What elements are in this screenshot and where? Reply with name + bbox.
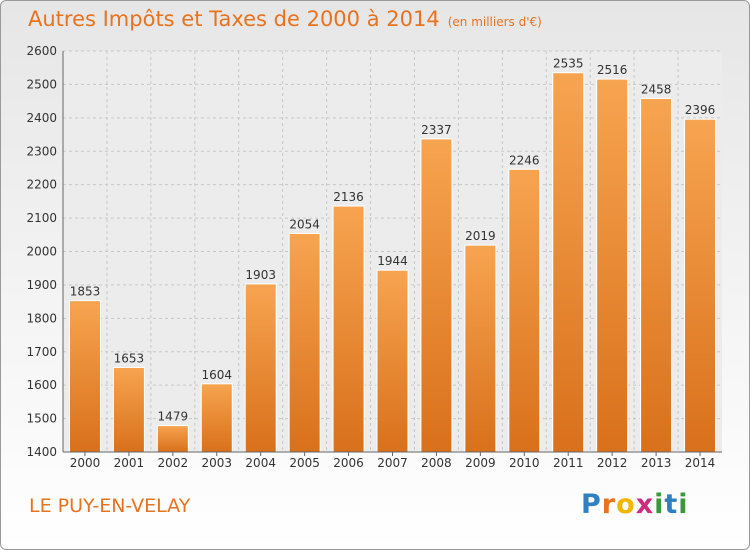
- bar-2003: [200, 383, 233, 453]
- value-label-2008: 2337: [421, 123, 452, 137]
- y-tick-label: 2600: [26, 44, 57, 58]
- x-tick-label-2005: 2005: [289, 456, 320, 470]
- x-tick-label-2014: 2014: [685, 456, 716, 470]
- x-tick-label-2007: 2007: [377, 456, 408, 470]
- value-label-2010: 2246: [509, 153, 540, 167]
- chart-title-text: Autres Impôts et Taxes de 2000 à 2014: [28, 7, 440, 31]
- y-tick-label: 1900: [26, 278, 57, 292]
- bar-2009: [464, 244, 497, 453]
- x-tick-label-2003: 2003: [201, 456, 232, 470]
- bars-layer: 1853 1653 1479 1604 1903 2054 2136 1944 2337 2019…: [68, 57, 717, 453]
- y-tick-label: 2400: [26, 111, 57, 125]
- value-label-2013: 2458: [641, 82, 672, 96]
- logo-letter: t: [664, 489, 679, 520]
- value-label-2000: 1853: [70, 285, 101, 299]
- x-tick-label-2011: 2011: [553, 456, 584, 470]
- x-tick-label-2010: 2010: [509, 456, 540, 470]
- x-tick-label-2000: 2000: [70, 456, 101, 470]
- value-label-2003: 1604: [201, 368, 232, 382]
- y-tick-label: 2000: [26, 245, 57, 259]
- x-tick-label-2013: 2013: [641, 456, 672, 470]
- logo-letter: P: [581, 489, 602, 520]
- y-tick-label: 2300: [26, 144, 57, 158]
- bar-2000: [68, 300, 101, 453]
- bar-2013: [640, 97, 673, 453]
- bar-2006: [332, 205, 365, 453]
- bar-2007: [376, 269, 409, 453]
- bar-2002: [156, 425, 189, 453]
- value-label-2007: 1944: [377, 254, 408, 268]
- x-tick-label-2002: 2002: [158, 456, 189, 470]
- y-tick-label: 2200: [26, 178, 57, 192]
- value-label-2012: 2516: [597, 63, 628, 77]
- logo-letter: r: [601, 489, 617, 520]
- bar-2012: [596, 78, 629, 453]
- axis-layer: 1400 1500 1600 1700 1800 1900 2000 2100 2200 2300…: [26, 44, 722, 470]
- town-name: LE PUY-EN-VELAY: [29, 495, 191, 517]
- logo-letter: i: [654, 489, 665, 520]
- x-tick-label-2009: 2009: [465, 456, 496, 470]
- x-tick-label-2012: 2012: [597, 456, 628, 470]
- x-tick-label-2004: 2004: [245, 456, 276, 470]
- logo-letter: x: [635, 489, 655, 520]
- value-label-2002: 1479: [158, 410, 189, 424]
- y-tick-label: 1500: [26, 412, 57, 426]
- value-label-2009: 2019: [465, 229, 496, 243]
- value-label-2014: 2396: [685, 103, 716, 117]
- y-tick-label: 1800: [26, 311, 57, 325]
- bar-2008: [420, 138, 453, 453]
- value-label-2006: 2136: [333, 190, 364, 204]
- x-tick-label-2006: 2006: [333, 456, 364, 470]
- y-tick-label: 2100: [26, 211, 57, 225]
- chart-title: Autres Impôts et Taxes de 2000 à 2014 (en…: [28, 7, 542, 31]
- bar-2010: [508, 168, 541, 453]
- y-tick-label: 1700: [26, 345, 57, 359]
- bar-2004: [244, 283, 277, 453]
- x-tick-label-2008: 2008: [421, 456, 452, 470]
- y-tick-label: 1400: [26, 445, 57, 459]
- bar-2001: [112, 366, 145, 453]
- value-label-2011: 2535: [553, 57, 584, 71]
- bar-2005: [288, 232, 321, 453]
- bar-2014: [684, 118, 717, 453]
- value-label-2005: 2054: [289, 217, 320, 231]
- bar-2011: [552, 72, 585, 453]
- value-label-2001: 1653: [114, 351, 145, 365]
- chart-subtitle: (en milliers d'€): [447, 15, 542, 29]
- value-label-2004: 1903: [245, 268, 276, 282]
- proxiti-logo: Proxiti: [581, 489, 689, 520]
- logo-letter: o: [616, 489, 636, 520]
- y-tick-label: 2500: [26, 77, 57, 91]
- logo-letter: i: [678, 489, 689, 520]
- x-tick-label-2001: 2001: [114, 456, 145, 470]
- y-tick-label: 1600: [26, 378, 57, 392]
